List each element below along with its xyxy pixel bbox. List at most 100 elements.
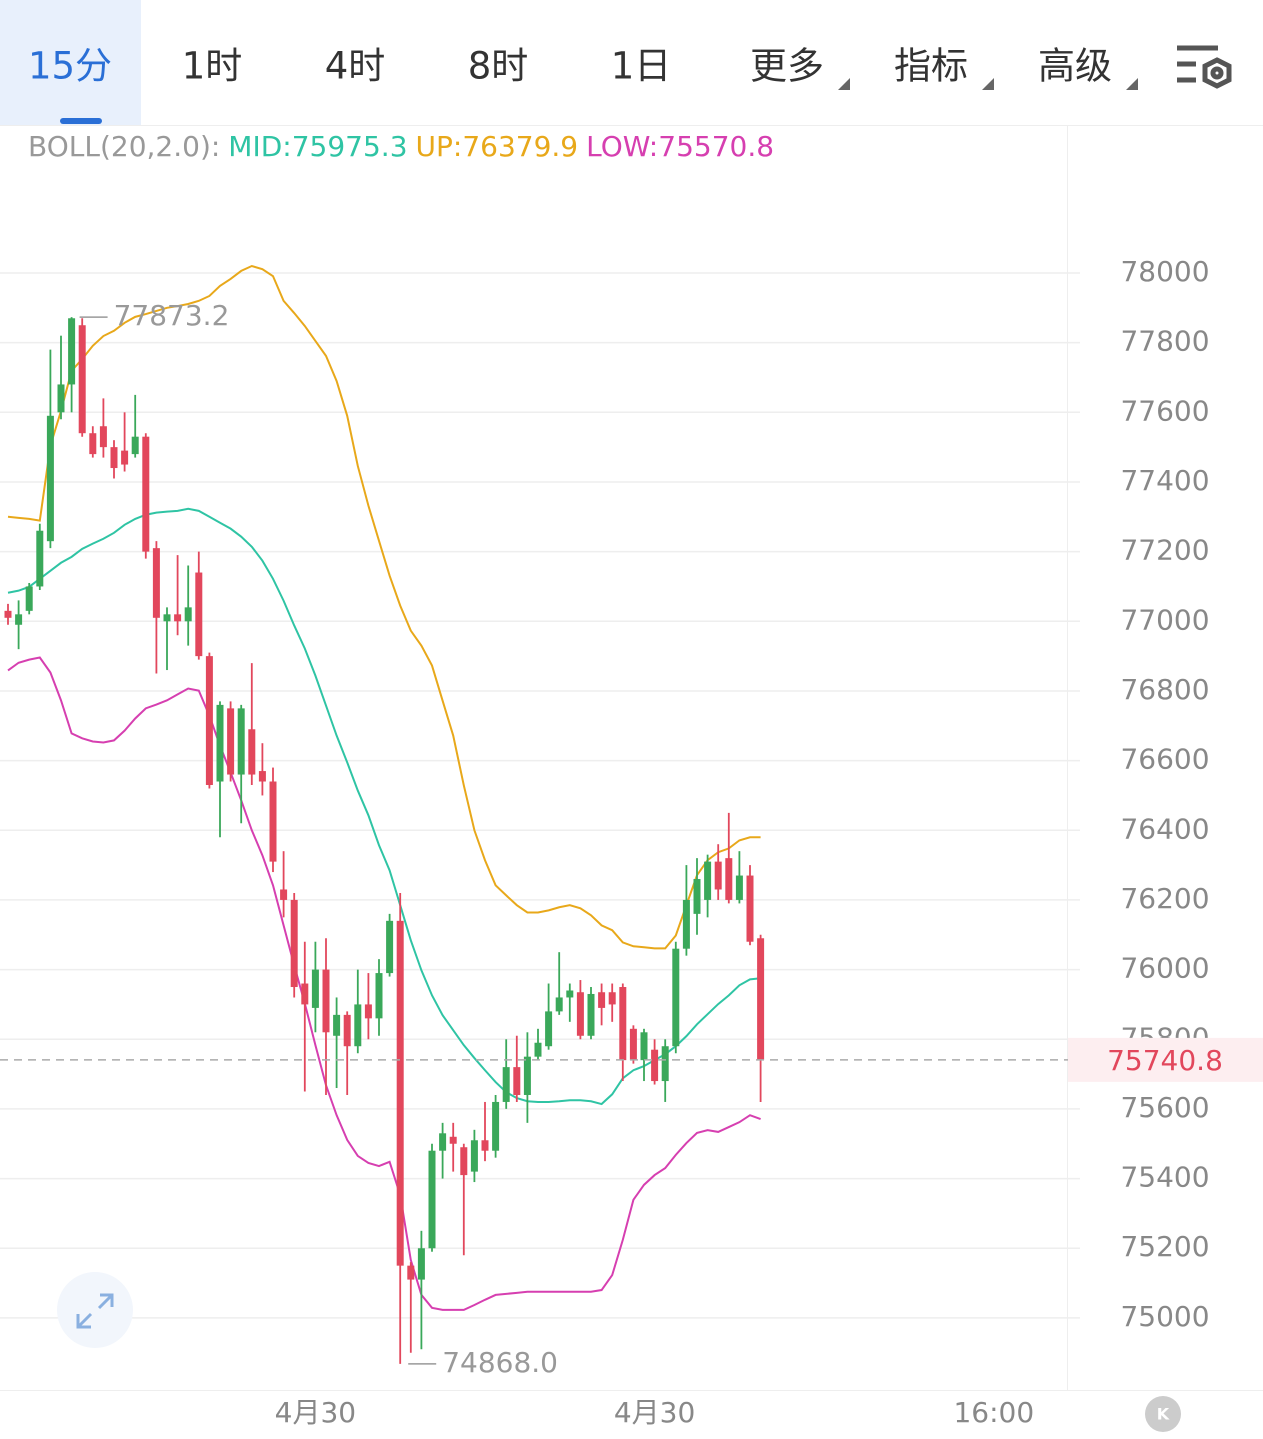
legend-name: LOW: [586, 130, 658, 163]
last-price-bg [1068, 1037, 1263, 1082]
y-tick-label: 75400 [1120, 1161, 1209, 1194]
y-tick-label: 77400 [1120, 464, 1209, 497]
candle-body [523, 1056, 531, 1095]
candle-body [661, 1046, 669, 1082]
candle-body [417, 1248, 425, 1280]
candle-body [333, 1014, 341, 1036]
candle-body [672, 948, 680, 1047]
candle-body [227, 708, 235, 775]
candle-body [396, 920, 404, 1266]
legend-value: 75570.8 [658, 130, 774, 163]
y-tick-label: 75600 [1120, 1091, 1209, 1124]
candle-body [131, 436, 139, 455]
candle-body [142, 436, 150, 552]
candle-body [492, 1101, 500, 1151]
candle-body [354, 1004, 362, 1047]
tab[interactable]: 1日 [611, 45, 672, 88]
indicator-legend: BOLL(20,2.0): MID:75975.3 UP:76379.9 LOW:75… [28, 130, 774, 163]
candle-body [407, 1265, 415, 1280]
legend-name: UP: [416, 130, 463, 163]
candle-body [735, 875, 743, 900]
y-tick-label: 76600 [1120, 743, 1209, 776]
candle-body [174, 614, 182, 622]
tab[interactable]: 15分 [28, 45, 112, 88]
tab[interactable]: 高级 [1038, 45, 1112, 88]
boll-line [7, 656, 761, 1311]
candle-body [566, 990, 574, 998]
candle-body [290, 899, 298, 988]
tab[interactable]: 8时 [468, 45, 529, 88]
y-tick-label: 76400 [1120, 812, 1209, 845]
candle-body [629, 1028, 637, 1061]
candle-body [15, 614, 23, 625]
candle-body [322, 969, 330, 1033]
legend-name: MID: [228, 130, 291, 163]
tab[interactable]: 1时 [182, 45, 243, 88]
candle-body [587, 993, 595, 1036]
candle-body [184, 607, 192, 622]
candle-body [682, 899, 690, 949]
legend: MID:75975.3 UP:76379.9 LOW:75570.8 [228, 130, 774, 163]
candle-body [757, 938, 765, 1060]
candle-body [576, 992, 584, 1036]
extreme-label: 74868.0 [442, 1346, 558, 1379]
tab-underline [60, 118, 102, 124]
settings-icon[interactable] [1177, 45, 1232, 89]
candle-body [269, 781, 277, 862]
candle-body [311, 969, 319, 1008]
candle-body [25, 586, 33, 611]
candle-body [449, 1136, 457, 1144]
candle-body [651, 1049, 659, 1082]
candle-body [725, 858, 733, 900]
tab[interactable]: 4时 [325, 45, 386, 88]
candle-body [237, 708, 245, 775]
candle-body [693, 879, 701, 914]
candle-body [714, 861, 722, 890]
candle-body [439, 1133, 447, 1151]
candle-body [619, 987, 627, 1061]
tab[interactable]: 更多 [750, 45, 824, 88]
boll-line [7, 264, 761, 950]
selected-tab-bg [0, 0, 141, 125]
dropdown-caret [838, 78, 850, 90]
x-tick-label: 4月30 [275, 1396, 356, 1429]
candle-body [555, 997, 563, 1012]
candle-body [4, 610, 12, 618]
candle-body [598, 992, 606, 1008]
dropdown-caret [982, 78, 994, 90]
candle-body [375, 973, 383, 1019]
candle-body [364, 1004, 372, 1019]
x-tick-label: 4月30 [614, 1396, 695, 1429]
candle-body [513, 1067, 521, 1095]
candle-body [57, 384, 65, 413]
legend-value: 76379.9 [462, 130, 578, 163]
candle-body [68, 318, 76, 385]
candle-body [46, 415, 54, 542]
candle-body [640, 1032, 648, 1061]
boll-line [7, 507, 761, 1106]
dropdown-caret [1126, 78, 1138, 90]
candle-body [78, 325, 86, 434]
candle-body [502, 1067, 510, 1102]
y-tick-label: 75000 [1120, 1300, 1209, 1333]
candle-body [258, 771, 266, 782]
candle-body [110, 447, 118, 469]
expand-button[interactable] [57, 1272, 133, 1348]
plot: 7500075200754007560075800760007620076400… [0, 255, 1263, 1429]
y-tick-label: 77600 [1120, 394, 1209, 427]
candle-body [89, 433, 97, 455]
candle-body [195, 572, 203, 657]
candle-body [216, 704, 224, 782]
k-badge[interactable] [1145, 1396, 1181, 1432]
extreme-label: 77873.2 [114, 299, 230, 332]
candle-body [386, 920, 394, 974]
candle-body [746, 875, 754, 942]
candle-body [36, 530, 44, 587]
candle-body [608, 992, 616, 1005]
tab[interactable]: 指标 [894, 45, 968, 88]
y-tick-label: 77000 [1120, 603, 1209, 636]
candle-body [545, 1011, 553, 1047]
candle-body [301, 983, 309, 1005]
candle-body [428, 1150, 436, 1249]
